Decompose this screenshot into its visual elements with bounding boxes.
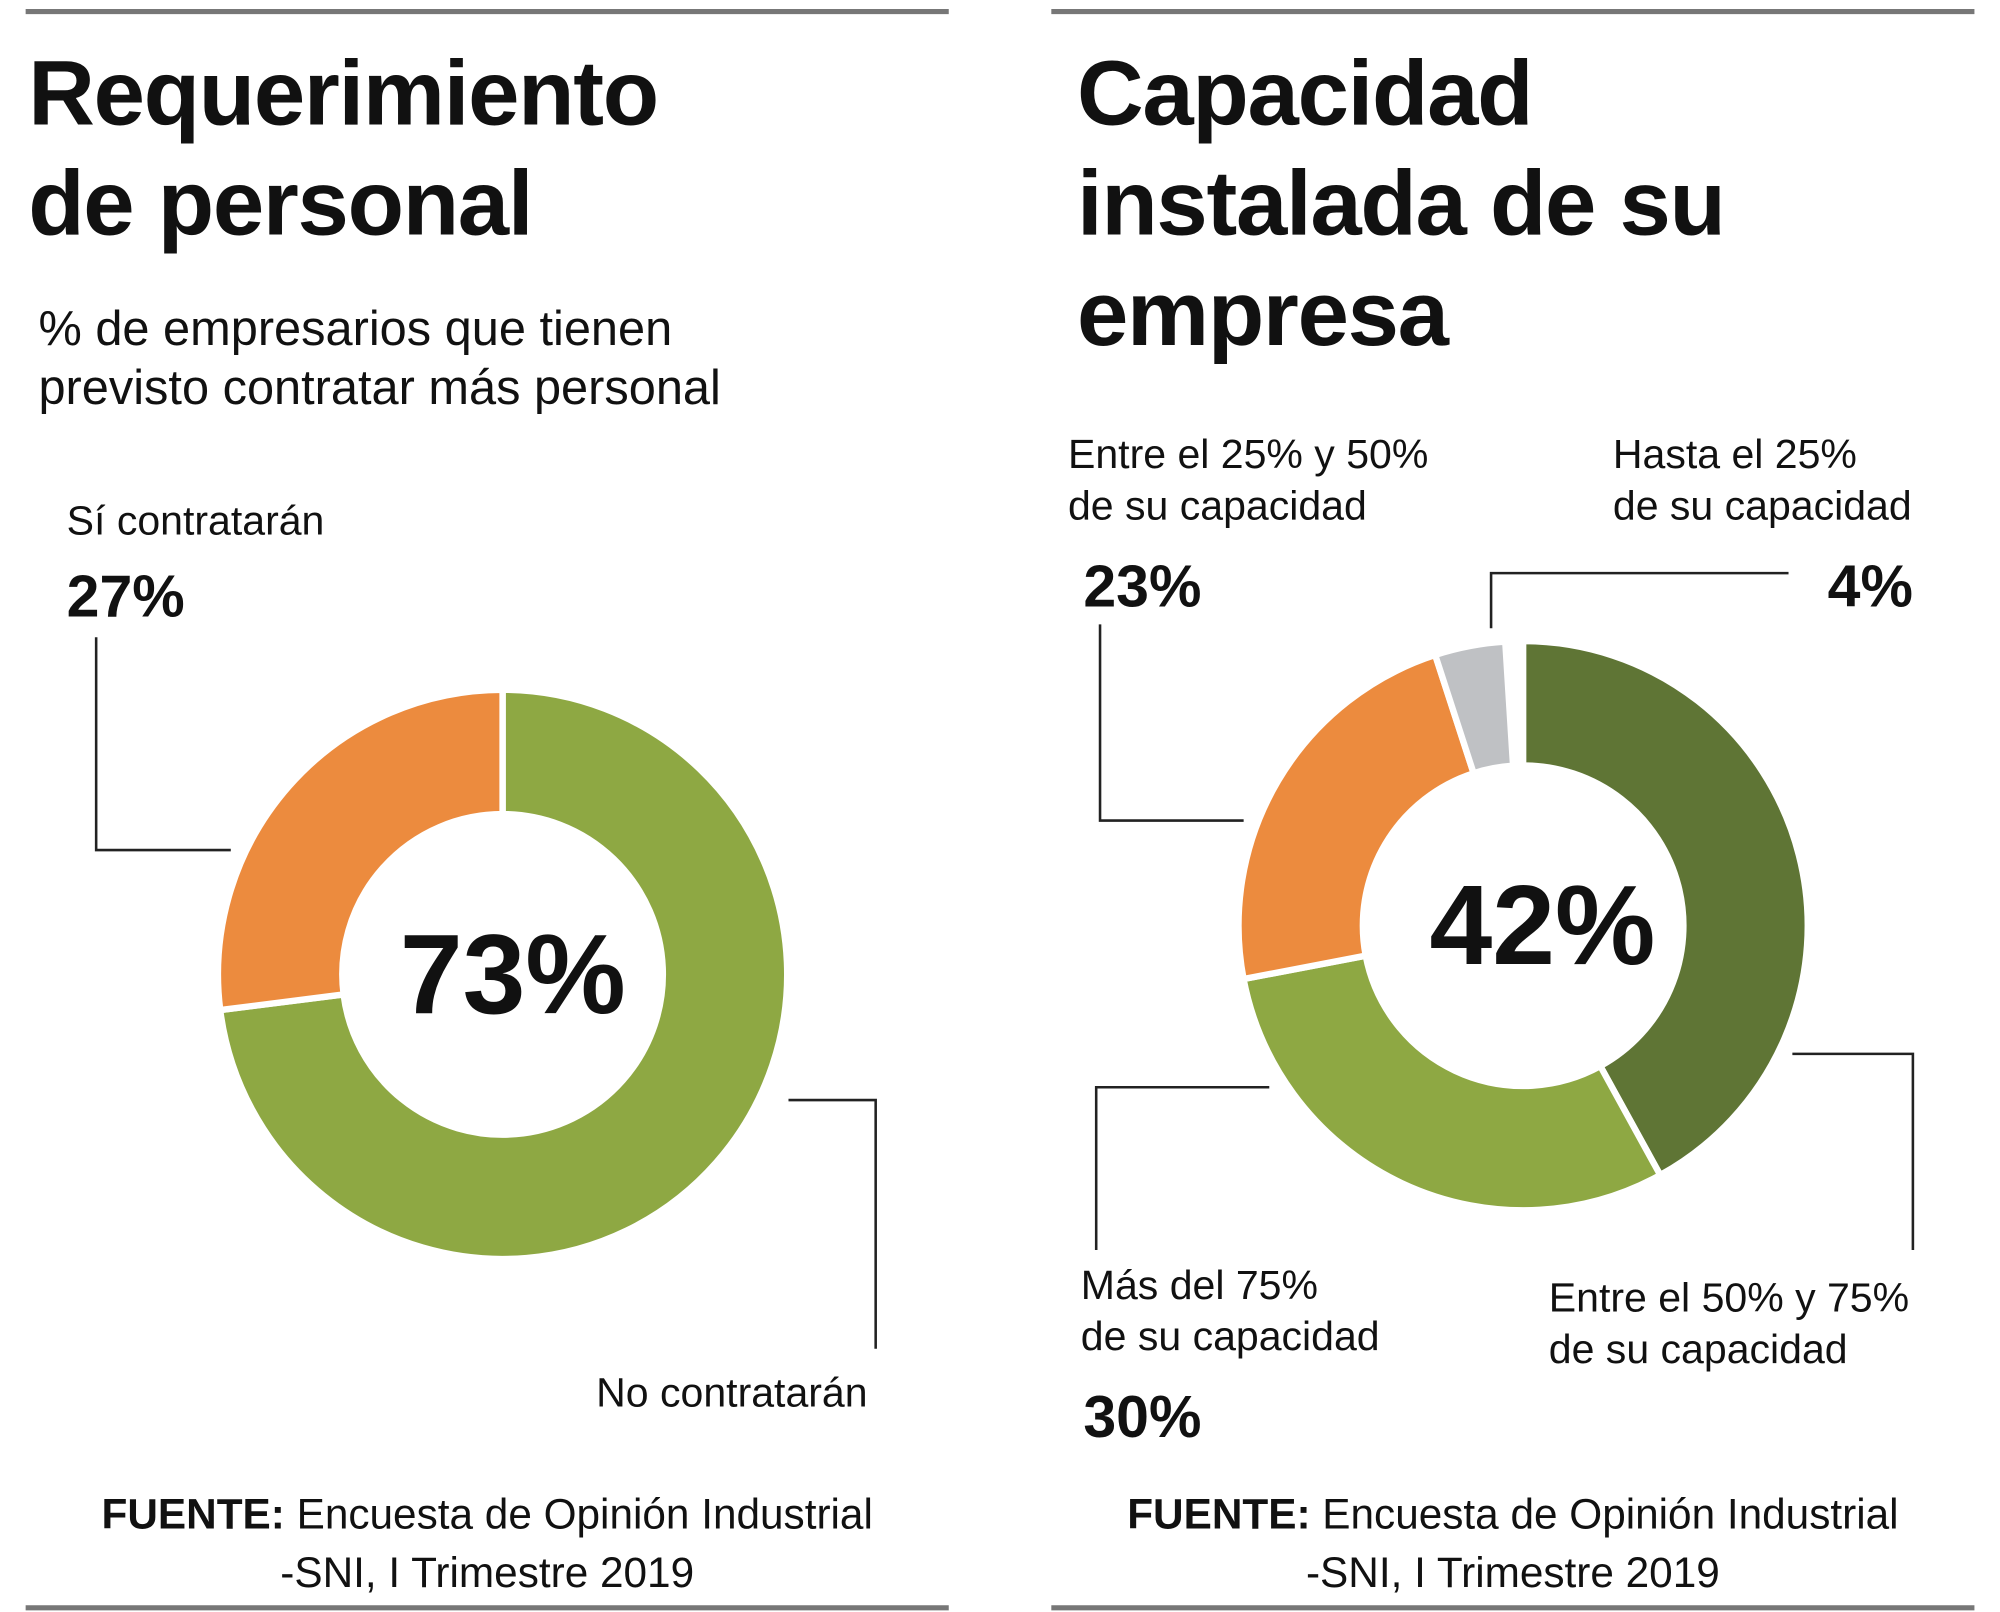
- donut-segment: [1519, 637, 1811, 1180]
- chart-title: Capacidad instalada de su empresa: [1076, 42, 1726, 366]
- category-label: Más del 75% de su capacidad: [1080, 1261, 1380, 1360]
- category-label: No contratarán: [596, 1369, 868, 1416]
- source: FUENTE: Encuesta de Opinión Industrial -…: [26, 1485, 949, 1603]
- source-label: FUENTE:: [1127, 1489, 1311, 1538]
- value-label: 30%: [1083, 1383, 1202, 1451]
- leader-line: [94, 637, 231, 852]
- leader-line: [1489, 571, 1789, 629]
- donut-segment: [216, 686, 791, 1263]
- category-label: Entre el 50% y 75% de su capacidad: [1548, 1274, 1910, 1372]
- center-value-label: 42%: [1429, 861, 1656, 989]
- center-value-label: 73%: [399, 910, 626, 1038]
- source-text: Encuesta de Opinión Industrial -SNI, I T…: [280, 1489, 873, 1597]
- category-label: Entre el 25% y 50% de su capacidad: [1067, 430, 1429, 529]
- donut-segment: [1235, 650, 1478, 983]
- donut-segment: [1431, 638, 1517, 778]
- value-label: 4%: [1827, 552, 1913, 620]
- donut-segment: [214, 686, 506, 1014]
- chart-title: Requerimiento de personal: [28, 42, 659, 256]
- category-label: Sí contratarán: [66, 497, 325, 544]
- chart-subtitle: % de empresarios que tienen previsto con…: [38, 302, 721, 416]
- category-label: Hasta el 25% de su capacidad: [1612, 430, 1912, 529]
- leader-line: [1098, 624, 1244, 822]
- leader-line: [788, 1098, 877, 1349]
- leader-line: [1792, 1052, 1915, 1251]
- source-text: Encuesta de Opinión Industrial -SNI, I T…: [1305, 1489, 1899, 1597]
- source-label: FUENTE:: [101, 1489, 285, 1538]
- value-label: 27%: [66, 562, 185, 630]
- value-label: 23%: [1083, 552, 1202, 620]
- donut-segment: [1239, 951, 1665, 1214]
- leader-line: [1094, 1085, 1270, 1251]
- source: FUENTE: Encuesta de Opinión Industrial -…: [1051, 1485, 1974, 1603]
